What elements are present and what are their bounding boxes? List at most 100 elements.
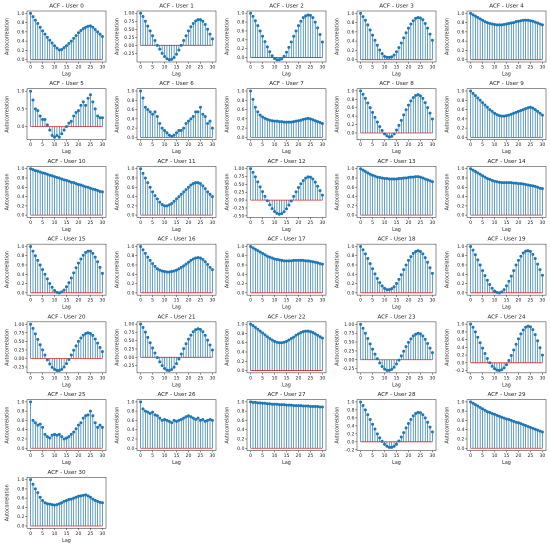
stem-marker xyxy=(198,327,202,331)
x-tick-label: 15 xyxy=(504,298,510,304)
stem-marker xyxy=(196,416,200,420)
stem-marker xyxy=(146,24,150,28)
x-axis-label: Lag xyxy=(62,149,71,155)
stem-marker xyxy=(359,11,363,15)
y-tick-label: 1.0 xyxy=(237,89,244,95)
x-tick-label: 0 xyxy=(249,453,252,459)
stem-marker xyxy=(318,335,322,339)
stem-marker xyxy=(86,185,90,189)
y-tick-label: 0.4 xyxy=(237,427,244,433)
y-axis-label: Autocorrelation xyxy=(5,173,11,210)
stem-marker xyxy=(414,250,418,254)
stem-marker xyxy=(361,404,365,408)
y-tick-label: 0.6 xyxy=(237,107,244,113)
stem-marker xyxy=(179,128,183,132)
stem-marker xyxy=(418,332,422,336)
stem-marker xyxy=(426,260,430,264)
stem-marker xyxy=(141,14,145,18)
stem-marker xyxy=(485,176,489,180)
stem-marker xyxy=(163,55,167,59)
stem-marker xyxy=(292,34,296,38)
y-tick-label: 0.4 xyxy=(237,272,244,278)
stem-marker xyxy=(320,121,324,125)
chart-title: ACF - User 28 xyxy=(377,392,416,398)
stem-marker xyxy=(406,340,410,344)
stem-marker xyxy=(203,22,207,26)
x-tick-label: 25 xyxy=(308,65,314,71)
stem-marker xyxy=(57,135,61,139)
stem-marker xyxy=(531,106,535,110)
y-axis-label: Autocorrelation xyxy=(5,407,11,444)
stem-marker xyxy=(76,31,80,35)
stem-marker xyxy=(45,502,49,506)
stem-marker xyxy=(50,433,54,437)
stem-marker xyxy=(502,416,506,420)
stem-marker xyxy=(308,117,312,121)
stem-marker xyxy=(524,424,528,428)
stem-marker xyxy=(378,176,382,180)
y-tick-label: -0.2 xyxy=(455,368,464,374)
x-tick-label: 30 xyxy=(319,220,325,226)
stem-marker xyxy=(33,169,37,173)
stem-marker xyxy=(265,45,269,49)
y-tick-label: 1.0 xyxy=(347,399,354,405)
x-tick-label: 25 xyxy=(88,220,94,226)
stem-marker xyxy=(397,46,401,50)
x-axis-label: Lag xyxy=(502,460,511,466)
stem-marker xyxy=(500,114,504,118)
chart-title: ACF - User 2 xyxy=(269,4,304,10)
stem-marker xyxy=(497,291,501,295)
x-tick-label: 30 xyxy=(429,220,435,226)
x-tick-label: 25 xyxy=(198,453,204,459)
stem-marker xyxy=(387,288,391,292)
stem-marker xyxy=(265,254,269,258)
stem-marker xyxy=(414,16,418,20)
x-tick-label: 0 xyxy=(249,298,252,304)
stem-marker xyxy=(375,276,379,280)
x-tick-label: 10 xyxy=(272,375,278,381)
stem-marker xyxy=(179,418,183,422)
stem-marker xyxy=(36,109,40,113)
stem-marker xyxy=(194,418,198,422)
stem-marker xyxy=(308,259,312,263)
y-tick-label: 0.4 xyxy=(347,194,354,200)
x-tick-label: 15 xyxy=(174,453,180,459)
stem-marker xyxy=(91,334,95,338)
stem-marker xyxy=(488,177,492,181)
stem-marker xyxy=(299,19,303,23)
stem-marker xyxy=(158,416,162,420)
stem-marker xyxy=(502,181,506,185)
stem-marker xyxy=(366,413,370,417)
stem-marker xyxy=(55,368,59,372)
stem-marker xyxy=(320,405,324,409)
y-tick-label: 0.6 xyxy=(127,185,134,191)
stem-marker xyxy=(60,501,64,505)
stem-marker xyxy=(287,120,291,124)
stem-marker xyxy=(53,367,57,371)
stem-marker xyxy=(268,203,272,207)
x-tick-label: 25 xyxy=(198,142,204,148)
y-axis-label: Autocorrelation xyxy=(5,251,11,288)
y-axis-label: Autocorrelation xyxy=(5,484,11,521)
stem-marker xyxy=(507,22,511,26)
stem-marker xyxy=(476,258,480,262)
y-tick-label: 0.4 xyxy=(237,37,244,43)
stem-marker xyxy=(256,327,260,331)
x-tick-label: 30 xyxy=(209,65,215,71)
y-tick-label: 1.0 xyxy=(127,89,134,95)
stem-marker xyxy=(481,346,485,350)
stem-marker xyxy=(249,167,253,171)
stem-marker xyxy=(191,330,195,334)
stem-marker xyxy=(141,407,145,411)
stem-marker xyxy=(76,423,80,427)
stem-marker xyxy=(275,257,279,261)
stem-marker xyxy=(311,260,315,264)
stem-marker xyxy=(167,270,171,274)
x-tick-label: 20 xyxy=(516,220,522,226)
chart-title: ACF - User 11 xyxy=(157,159,196,165)
stem-marker xyxy=(79,494,83,498)
plot-frame xyxy=(356,88,437,140)
stem-marker xyxy=(36,22,40,26)
y-tick-label: 0.2 xyxy=(347,431,354,437)
stem-marker xyxy=(485,278,489,282)
